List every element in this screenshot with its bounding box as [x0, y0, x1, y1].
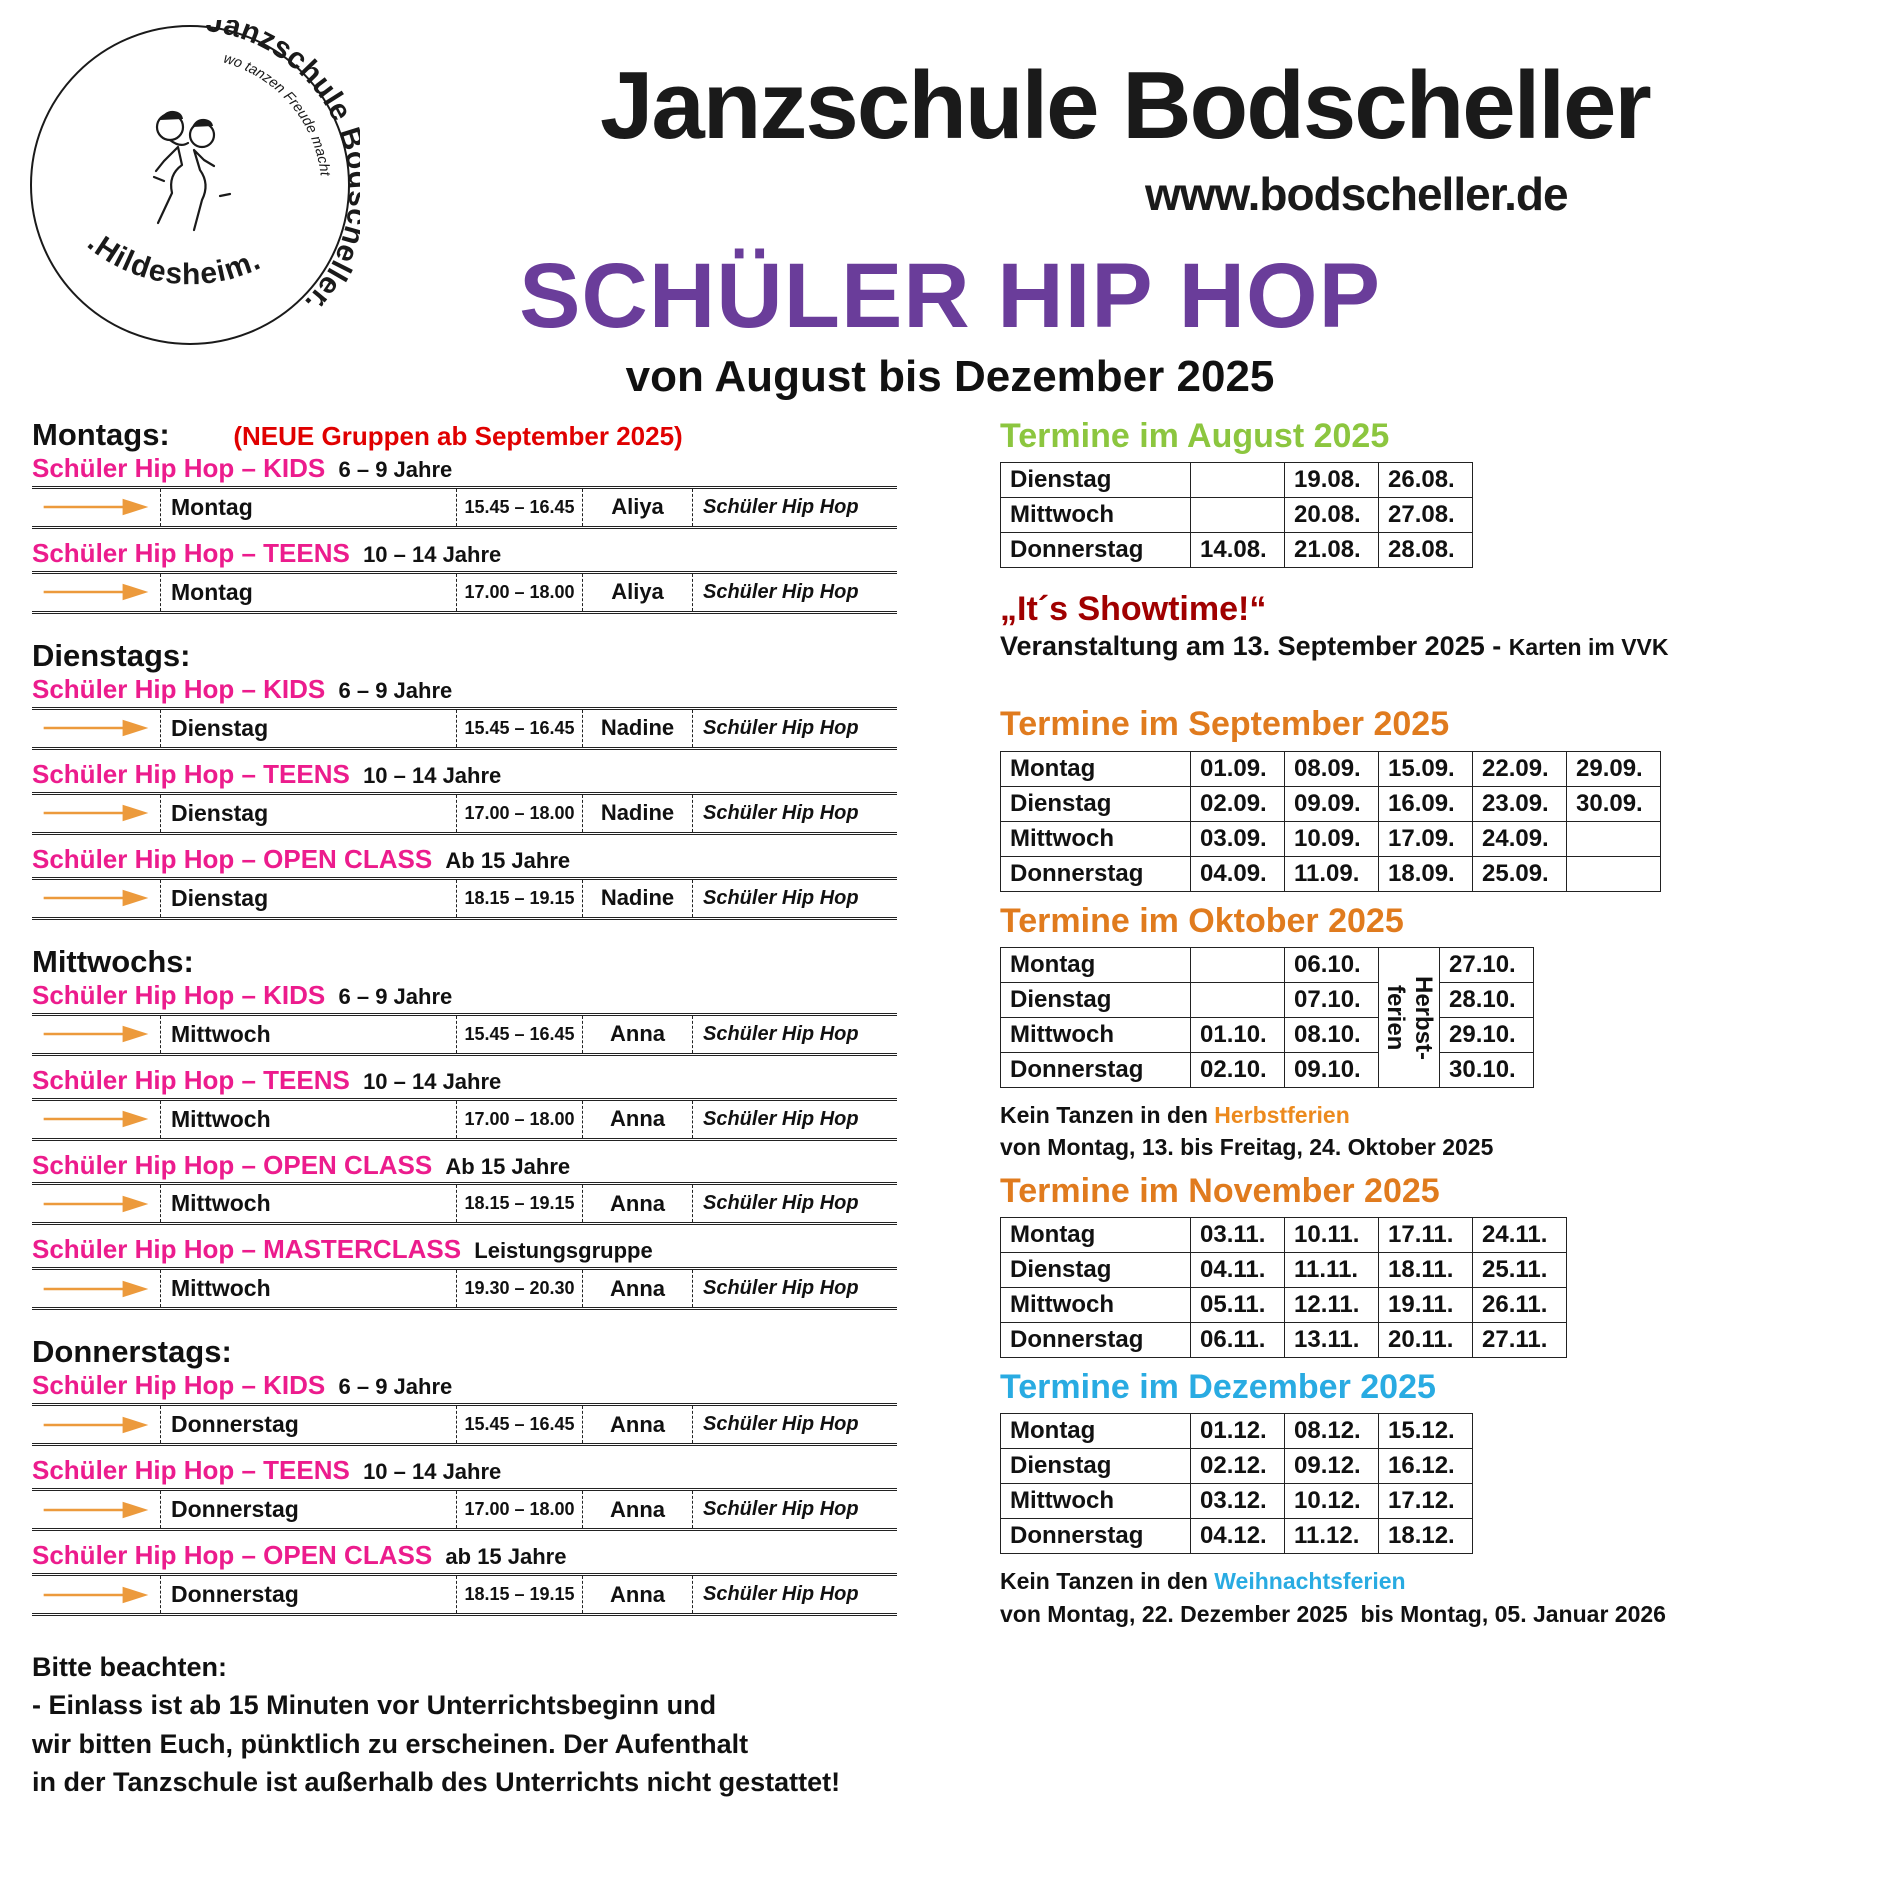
- svg-text:www.bodscheller.de: www.bodscheller.de: [1145, 168, 1568, 220]
- svg-text:.Hildesheim.: .Hildesheim.: [81, 226, 265, 292]
- svg-text:Janzschule Bodscheller: Janzschule Bodscheller: [600, 52, 1650, 159]
